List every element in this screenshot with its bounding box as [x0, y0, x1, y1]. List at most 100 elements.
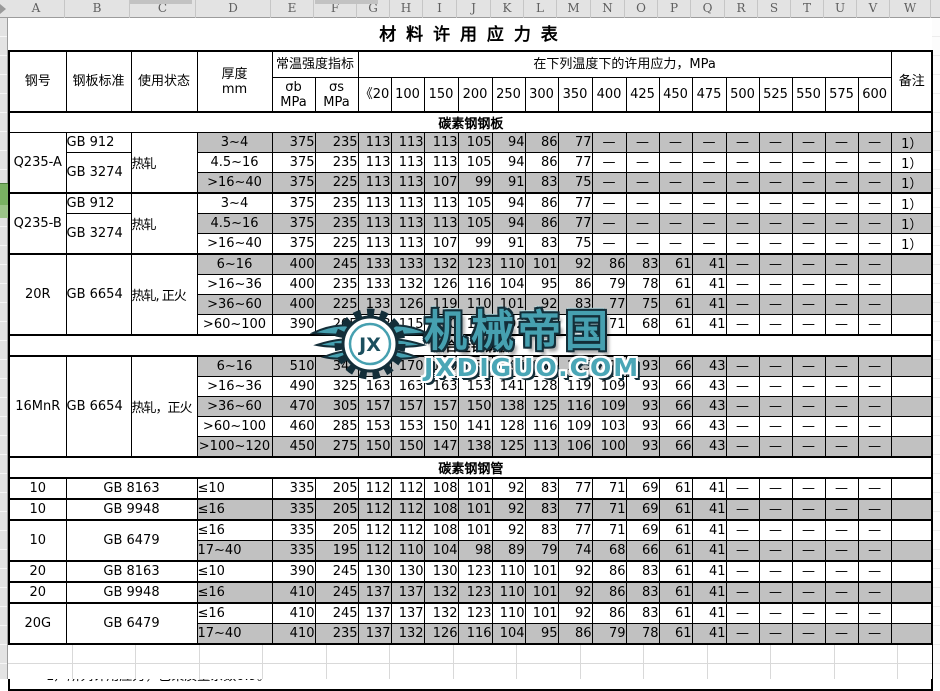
- cell-value[interactable]: 150: [390, 436, 425, 458]
- cell-dash[interactable]: —: [824, 274, 859, 295]
- cell-value[interactable]: 275: [314, 436, 359, 458]
- header-sigma-s[interactable]: σs MPa: [314, 77, 359, 113]
- cell-value[interactable]: 375: [271, 192, 316, 214]
- cell-thickness[interactable]: 17~40: [196, 623, 273, 645]
- cell-thickness[interactable]: 3~4: [196, 192, 273, 214]
- cell-value[interactable]: 86: [557, 274, 593, 295]
- cell-dash[interactable]: —: [758, 274, 793, 295]
- cell-value[interactable]: 113: [357, 172, 392, 194]
- cell-remark[interactable]: [890, 560, 933, 583]
- cell-value[interactable]: 113: [423, 132, 459, 153]
- cell-value[interactable]: 41: [691, 498, 727, 521]
- cell-value[interactable]: 163: [357, 376, 392, 397]
- cell-value[interactable]: 134: [524, 355, 559, 377]
- cell-dash[interactable]: —: [791, 274, 826, 295]
- cell-value[interactable]: 92: [557, 253, 593, 275]
- cell-dash[interactable]: —: [791, 172, 826, 194]
- cell-remark[interactable]: 1）: [890, 132, 933, 153]
- section-header[interactable]: 碳素钢钢管: [8, 456, 933, 479]
- cell-value[interactable]: 86: [591, 602, 627, 624]
- column-header-B[interactable]: B: [65, 0, 130, 18]
- header-temp[interactable]: 550: [791, 77, 826, 113]
- cell-value[interactable]: 110: [390, 540, 425, 562]
- cell-value[interactable]: 138: [491, 396, 526, 417]
- column-header-M[interactable]: M: [557, 0, 591, 18]
- cell-standard[interactable]: GB 6654: [65, 355, 132, 458]
- cell-value[interactable]: 400: [271, 274, 316, 295]
- cell-value[interactable]: 93: [625, 436, 660, 458]
- column-header-I[interactable]: I: [423, 0, 457, 18]
- cell-value[interactable]: 79: [591, 623, 627, 645]
- cell-value[interactable]: 113: [357, 152, 392, 173]
- cell-steel-grade[interactable]: 20G: [8, 602, 67, 645]
- cell-value[interactable]: 41: [691, 623, 727, 645]
- cell-value[interactable]: 112: [390, 519, 425, 541]
- cell-state[interactable]: 热轧: [130, 132, 198, 194]
- cell-dash[interactable]: —: [824, 396, 859, 417]
- cell-dash[interactable]: —: [725, 519, 760, 541]
- column-header-S[interactable]: S: [758, 0, 791, 18]
- cell-dash[interactable]: —: [857, 152, 892, 173]
- cell-value[interactable]: 43: [691, 355, 727, 377]
- cell-value[interactable]: 66: [658, 436, 693, 458]
- cell-dash[interactable]: —: [824, 498, 859, 521]
- cell-value[interactable]: 195: [314, 540, 359, 562]
- cell-remark[interactable]: 1）: [890, 172, 933, 194]
- cell-value[interactable]: 235: [314, 192, 359, 214]
- cell-dash[interactable]: —: [591, 213, 627, 234]
- column-header-V[interactable]: V: [857, 0, 890, 18]
- cell-value[interactable]: 113: [390, 233, 425, 255]
- cell-value[interactable]: 113: [357, 192, 392, 214]
- cell-value[interactable]: 104: [423, 540, 459, 562]
- cell-dash[interactable]: —: [857, 519, 892, 541]
- cell-value[interactable]: 113: [357, 233, 392, 255]
- cell-value[interactable]: 105: [457, 152, 493, 173]
- cell-dash[interactable]: —: [758, 376, 793, 397]
- header-temp[interactable]: 475: [691, 77, 727, 113]
- cell-value[interactable]: 112: [357, 519, 392, 541]
- cell-dash[interactable]: —: [824, 355, 859, 377]
- cell-value[interactable]: 116: [457, 623, 493, 645]
- header-temp[interactable]: 350: [557, 77, 593, 113]
- column-header-F[interactable]: F: [314, 0, 357, 18]
- cell-value[interactable]: 153: [357, 416, 392, 437]
- cell-remark[interactable]: [890, 623, 933, 645]
- cell-dash[interactable]: —: [725, 540, 760, 562]
- cell-value[interactable]: 77: [557, 498, 593, 521]
- cell-value[interactable]: 43: [691, 396, 727, 417]
- cell-value[interactable]: 101: [491, 294, 526, 315]
- cell-dash[interactable]: —: [791, 192, 826, 214]
- cell-value[interactable]: 61: [658, 274, 693, 295]
- header-temp[interactable]: 575: [824, 77, 859, 113]
- cell-dash[interactable]: —: [791, 253, 826, 275]
- section-header[interactable]: 碳素钢钢板: [8, 111, 933, 133]
- cell-value[interactable]: 170: [390, 355, 425, 377]
- cell-value[interactable]: 101: [524, 602, 559, 624]
- column-header-G[interactable]: G: [357, 0, 390, 18]
- cell-value[interactable]: 153: [457, 376, 493, 397]
- selected-row-indicator-light[interactable]: [0, 205, 8, 218]
- cell-value[interactable]: 83: [524, 519, 559, 541]
- cell-dash[interactable]: —: [857, 436, 892, 458]
- cell-value[interactable]: 335: [271, 498, 316, 521]
- cell-value[interactable]: 104: [491, 274, 526, 295]
- cell-value[interactable]: 128: [357, 314, 392, 336]
- cell-remark[interactable]: [890, 355, 933, 377]
- cell-value[interactable]: 132: [390, 274, 425, 295]
- cell-value[interactable]: 126: [390, 294, 425, 315]
- cell-value[interactable]: 61: [658, 253, 693, 275]
- cell-value[interactable]: 94: [491, 152, 526, 173]
- cell-value[interactable]: 61: [658, 314, 693, 336]
- cell-remark[interactable]: [890, 602, 933, 624]
- cell-dash[interactable]: —: [824, 519, 859, 541]
- cell-value[interactable]: 61: [658, 560, 693, 583]
- cell-value[interactable]: 92: [557, 581, 593, 604]
- cell-value[interactable]: 107: [423, 233, 459, 255]
- cell-value[interactable]: 83: [524, 477, 559, 500]
- cell-value[interactable]: 77: [557, 519, 593, 541]
- cell-dash[interactable]: —: [625, 213, 660, 234]
- cell-value[interactable]: 91: [491, 233, 526, 255]
- cell-value[interactable]: 113: [423, 152, 459, 173]
- cell-dash[interactable]: —: [758, 436, 793, 458]
- cell-value[interactable]: 77: [557, 477, 593, 500]
